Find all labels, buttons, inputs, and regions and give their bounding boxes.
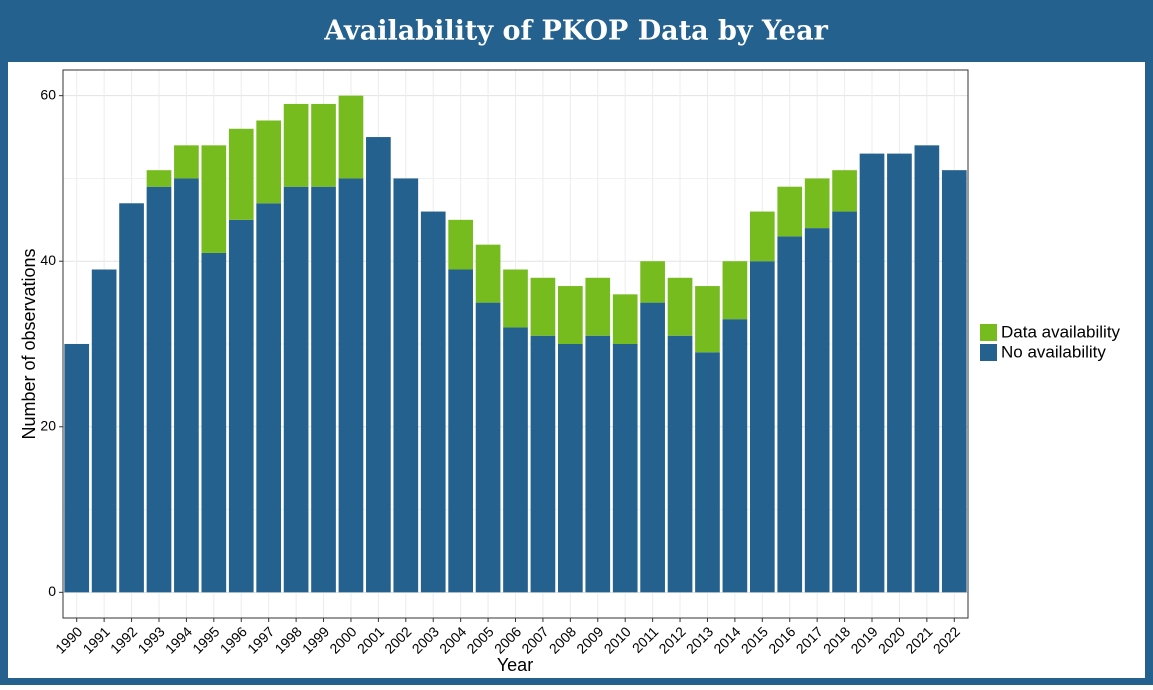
y-tick-label: 0 xyxy=(48,583,56,599)
bar-segment xyxy=(91,269,117,593)
bar-segment xyxy=(585,277,611,336)
bar-segment xyxy=(612,344,638,593)
bar-segment xyxy=(530,335,556,593)
bar-segment xyxy=(475,244,501,303)
bar-segment xyxy=(228,219,254,593)
y-tick-label: 40 xyxy=(40,252,56,268)
bar-segment xyxy=(338,178,364,593)
bar-segment xyxy=(667,277,693,336)
bar-segment xyxy=(667,335,693,593)
bar-segment xyxy=(859,153,885,593)
bar-segment xyxy=(256,120,282,204)
legend-label: No availability xyxy=(1001,342,1106,361)
bar-segment xyxy=(887,153,912,593)
bar-segment xyxy=(722,319,748,593)
bar-segment xyxy=(201,145,227,253)
x-axis-label: Year xyxy=(497,655,533,675)
bar-segment xyxy=(393,178,419,593)
bar-segment xyxy=(695,352,720,593)
bar-segment xyxy=(749,211,775,262)
y-tick-label: 60 xyxy=(40,86,56,102)
bar-segment xyxy=(311,186,336,593)
bar-segment xyxy=(804,178,830,229)
legend-swatch xyxy=(980,324,997,341)
y-tick-label: 20 xyxy=(40,417,56,433)
bar-segment xyxy=(64,344,90,593)
bar-segment xyxy=(503,327,528,593)
bar-segment xyxy=(503,269,528,328)
bar-segment xyxy=(228,128,254,220)
bar-segment xyxy=(585,335,611,593)
bar-segment xyxy=(640,261,665,303)
legend-label: Data availability xyxy=(1001,322,1121,341)
bar-segment xyxy=(283,186,309,593)
bar-segment xyxy=(146,170,172,187)
bar-segment xyxy=(283,103,309,187)
bar-segment xyxy=(119,203,144,593)
bar-segment xyxy=(420,211,446,593)
bar-segment xyxy=(777,186,803,237)
bar-segment xyxy=(366,137,391,593)
bar-segment xyxy=(804,228,830,593)
bar-segment xyxy=(201,252,227,593)
legend-swatch xyxy=(980,344,997,361)
bar-segment xyxy=(749,261,775,593)
bar-segment xyxy=(695,286,720,353)
bar-segment xyxy=(311,103,336,187)
bar-segment xyxy=(941,170,967,593)
bar-segment xyxy=(174,178,199,593)
bar-segment xyxy=(338,95,364,179)
bar-segment xyxy=(777,236,803,593)
bar-segment xyxy=(558,344,583,593)
y-axis-label: Number of observations xyxy=(19,248,39,439)
bar-segment xyxy=(475,302,501,593)
bar-segment xyxy=(640,302,665,593)
bar-segment xyxy=(832,211,857,593)
bar-segment xyxy=(914,145,940,593)
chart-title: Availability of PKOP Data by Year xyxy=(323,16,828,47)
bar-segment xyxy=(448,269,473,593)
bar-segment xyxy=(832,170,857,212)
bar-segment xyxy=(722,261,748,320)
bar-segment xyxy=(558,286,583,344)
bar-segment xyxy=(612,294,638,344)
bar-segment xyxy=(256,203,282,593)
bar-segment xyxy=(448,219,473,270)
bar-segment xyxy=(146,186,172,593)
bar-segment xyxy=(174,145,199,179)
bar-segment xyxy=(530,277,556,336)
